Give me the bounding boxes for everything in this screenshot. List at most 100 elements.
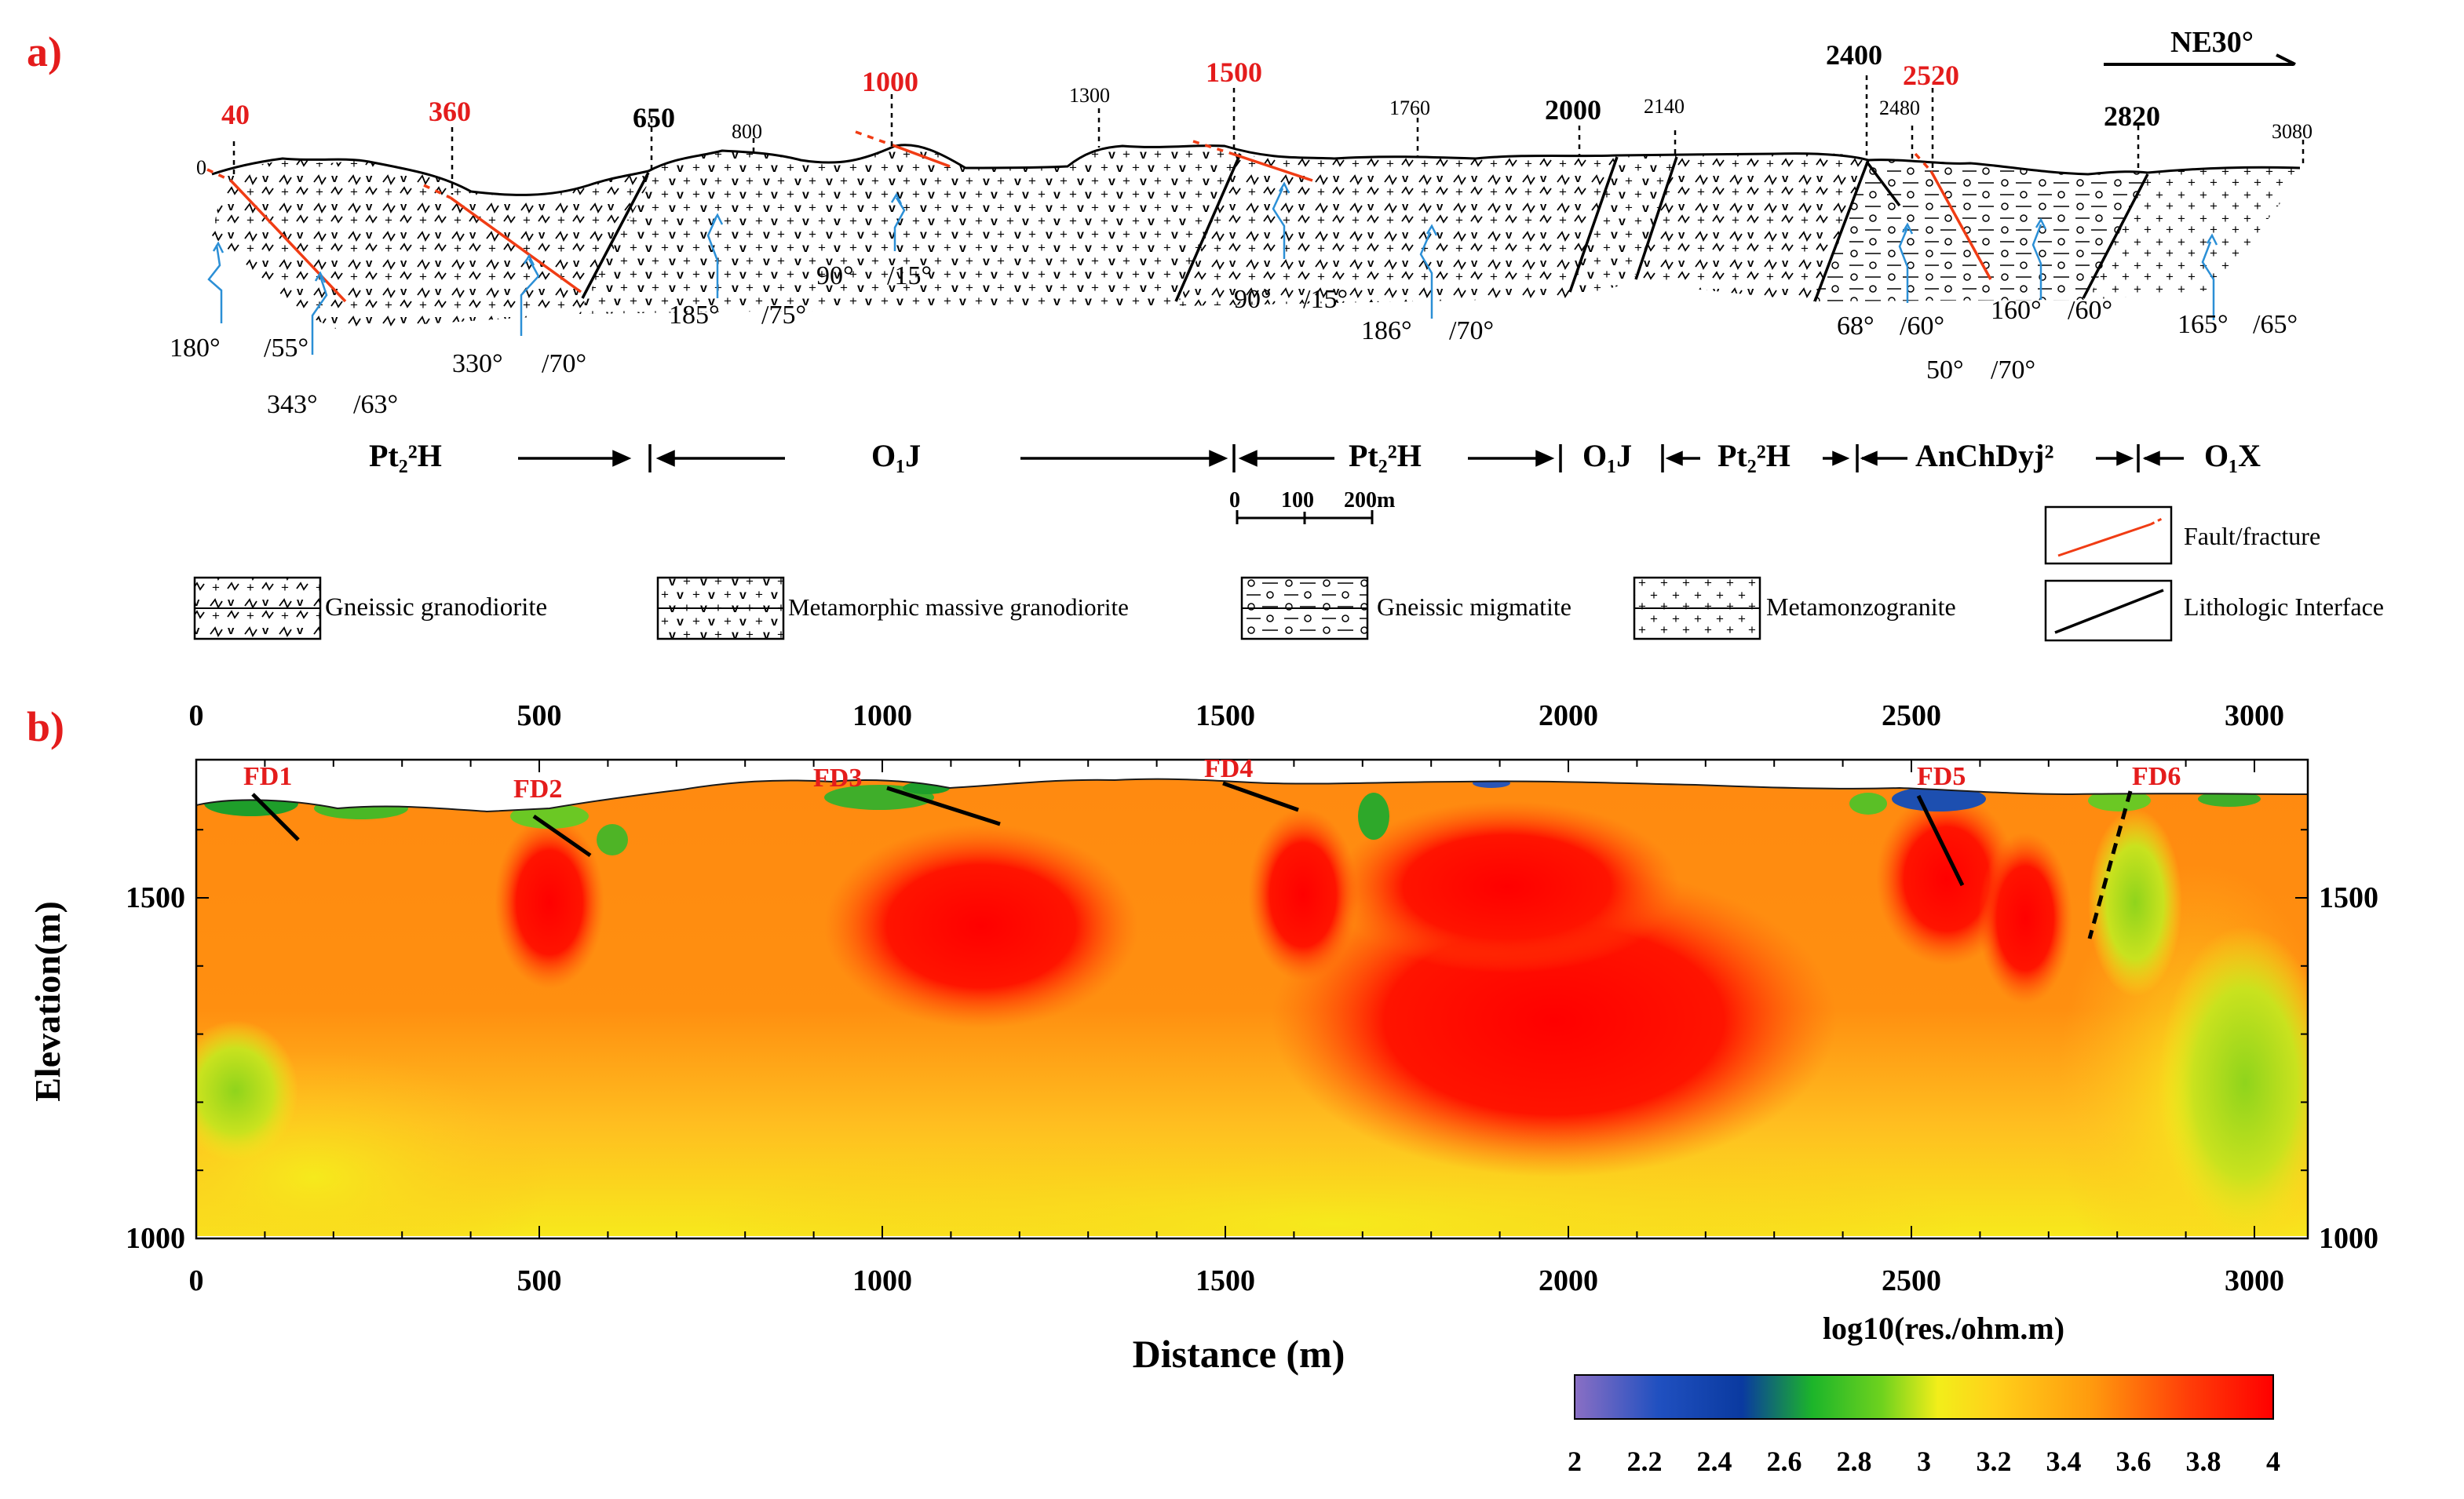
colorbar-gradient (1574, 1374, 2274, 1420)
xtop-0: 0 (189, 699, 204, 732)
unit-boundary-arrows (518, 444, 2184, 472)
lithologic-interfaces (581, 153, 2149, 302)
orient-70c: /70° (1991, 356, 2035, 385)
resistivity-section (196, 779, 2308, 1236)
orient-63: /63° (353, 390, 398, 419)
orient-60a: /60° (1900, 312, 1944, 341)
colorbar-tick-label: 2.8 (1837, 1446, 1872, 1477)
orient-186: 186° (1361, 316, 1412, 345)
geologic-cross-section: 40 360 1000 1500 2520 650 2000 2400 2820… (170, 39, 2313, 419)
panel-b-label: b) (27, 703, 64, 750)
section-faults (251, 781, 2133, 939)
station-40: 40 (221, 99, 250, 130)
xbot-2000: 2000 (1539, 1264, 1598, 1297)
fd5-label: FD5 (1917, 762, 1966, 791)
orient-50: 50° (1926, 356, 1964, 385)
xtop-500: 500 (517, 699, 562, 732)
unit-labels-row: Pt₂²H O₁J Pt₂²H O₁J Pt₂²H AnChDyj² O₁X (369, 438, 2261, 473)
xtop-1000: 1000 (852, 699, 912, 732)
station-0: 0 (196, 156, 206, 179)
orient-68: 68° (1837, 312, 1874, 341)
direction-label: NE30° (2170, 26, 2254, 59)
station-markers (232, 75, 2305, 195)
unit-gneissic-granodiorite-2 (1177, 154, 1617, 306)
unit-label-o1x: O₁X (2204, 438, 2261, 473)
orient-65: /65° (2253, 310, 2298, 339)
colorbar-tick-label: 3 (1917, 1446, 1931, 1477)
unit-gneissic-granodiorite-3 (1633, 153, 1868, 301)
yright-1500: 1500 (2319, 881, 2378, 914)
scale-100: 100 (1281, 488, 1314, 512)
legend-fault: Fault/fracture (2184, 522, 2320, 550)
xbot-1000: 1000 (852, 1264, 912, 1297)
xtop-2500: 2500 (1882, 699, 1941, 732)
colorbar-tick-label: 3.8 (2186, 1446, 2221, 1477)
orient-185: 185° (669, 301, 720, 330)
unit-label-anchdyj: AnChDyj² (1915, 438, 2053, 473)
x-axis-title: Distance (m) (1133, 1332, 1345, 1376)
unit-label-pt2h-3: Pt₂²H (1717, 438, 1791, 473)
unit-label-o1j-1: O₁J (871, 438, 921, 473)
fd5-line (1916, 794, 1965, 887)
yright-1000: 1000 (2319, 1222, 2378, 1255)
colorbar: log10(res./ohm.m) 2 2.2 2.4 2.6 2.8 3 3.2 3.4 3.… (1568, 1311, 2280, 1477)
station-800: 800 (732, 120, 762, 143)
unit-label-pt2h-1: Pt₂²H (369, 438, 442, 473)
fd2-line (532, 814, 592, 858)
colorbar-tick-label: 2.6 (1767, 1446, 1802, 1477)
colorbar-tick-label: 3.4 (2046, 1446, 2082, 1477)
legend-metamonzogranite: Metamonzogranite (1766, 593, 1956, 621)
colorbar-ticks: 2 2.2 2.4 2.6 2.8 3 3.2 3.4 3.6 3.8 4 (1568, 1446, 2280, 1477)
fd3-label: FD3 (813, 764, 862, 793)
panel-a-label: a) (27, 28, 62, 75)
station-2520: 2520 (1903, 60, 1959, 91)
orient-70b: /70° (1449, 316, 1494, 345)
station-2140: 2140 (1644, 95, 1685, 118)
legend-interface: Lithologic Interface (2184, 593, 2384, 621)
orient-75: /75° (761, 301, 806, 330)
orient-15b: /15° (1303, 285, 1348, 314)
fd1-line (251, 793, 300, 841)
station-2400: 2400 (1826, 39, 1882, 71)
colorbar-tick-label: 3.2 (1977, 1446, 2012, 1477)
unit-metamonzogranite (2088, 167, 2300, 300)
legend-metamorphic-massive-granodiorite: Metamorphic massive granodiorite (788, 593, 1129, 621)
station-1500: 1500 (1206, 57, 1262, 88)
orient-55: /55° (264, 334, 308, 363)
station-2820: 2820 (2104, 100, 2160, 132)
orient-165: 165° (2177, 310, 2229, 339)
unit-metamorphic-massive-granodiorite-2 (1570, 155, 1677, 298)
direction-indicator: NE30° (2104, 26, 2296, 66)
y-labels: 1500 1000 1500 1000 (126, 881, 2378, 1255)
orient-90a: 90° (816, 261, 854, 290)
orient-70a: /70° (542, 349, 586, 378)
colorbar-tick-label: 2 (1568, 1446, 1582, 1477)
legend-gneissic-granodiorite: Gneissic granodiorite (325, 593, 547, 622)
orient-60b: /60° (2068, 296, 2112, 325)
y-axis-title: Elevation(m) (27, 901, 68, 1102)
station-650: 650 (633, 102, 675, 133)
section-fault-labels: FD1 FD2 FD3 FD4 FD5 FD6 (243, 754, 2181, 804)
unit-gneissic-migmatite (1813, 159, 2148, 301)
topographic-surface (211, 144, 2301, 196)
colorbar-title: log10(res./ohm.m) (1823, 1311, 2064, 1346)
orientation-labels: 180° /55° 343° /63° 330° /70° 185° /75° … (170, 261, 2298, 419)
xtop-3000: 3000 (2225, 699, 2284, 732)
xtop-2000: 2000 (1539, 699, 1598, 732)
axis-ticks (195, 760, 2308, 1239)
fd3-line (886, 786, 1001, 826)
orient-343: 343° (267, 390, 318, 419)
colorbar-tick-label: 2.2 (1627, 1446, 1663, 1477)
fd4-label: FD4 (1204, 754, 1253, 783)
station-1300: 1300 (1069, 84, 1110, 107)
section-topography (195, 778, 2309, 813)
unit-label-pt2h-2: Pt₂²H (1349, 438, 1422, 473)
colorbar-tick-label: 4 (2266, 1446, 2280, 1477)
xbot-0: 0 (189, 1264, 204, 1297)
faults-section (206, 130, 1992, 303)
station-2480: 2480 (1879, 97, 1920, 119)
scale-0: 0 (1229, 488, 1240, 512)
attitude-arrows (207, 181, 2218, 355)
x-bottom-labels: 0 500 1000 1500 2000 2500 3000 (189, 1264, 2285, 1297)
